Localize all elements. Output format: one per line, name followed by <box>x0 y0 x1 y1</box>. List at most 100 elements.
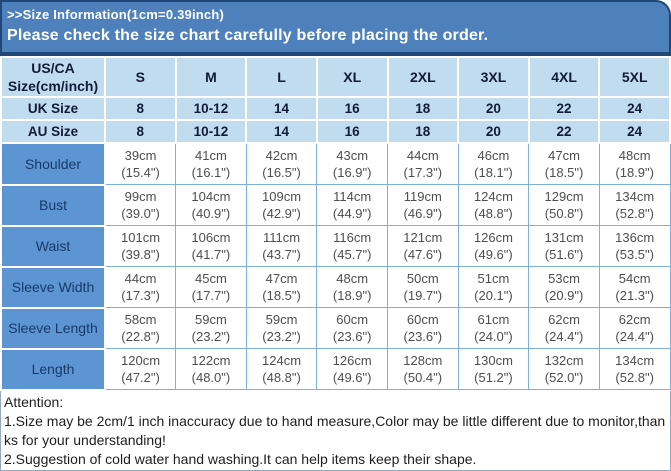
value-cm: 60cm <box>336 312 369 327</box>
value-cm: 131cm <box>544 230 584 245</box>
value-inch: (51.2") <box>474 370 513 385</box>
value-cm: 48cm <box>618 148 651 163</box>
measurement-value-cell: 58cm (22.8") <box>104 307 177 349</box>
size-column-header: 5XL <box>598 56 671 98</box>
measurement-value-cell: 61cm (24.0") <box>457 307 530 349</box>
measurement-value-cell: 121cm (47.6") <box>387 225 459 267</box>
value-inch: (47.6") <box>403 247 443 262</box>
value-inch: (48.8") <box>474 206 513 221</box>
value-inch: (18.5") <box>544 165 584 180</box>
measurement-label: Length <box>0 347 106 391</box>
size-number-cell: 16 <box>315 96 389 121</box>
measurement-label: Shoulder <box>0 142 106 186</box>
measurement-value-cell: 134cm (52.8") <box>598 184 671 226</box>
value-cm: 45cm <box>195 271 227 286</box>
uk-size-row: UK Size 8 10-12 14 16 18 20 22 24 <box>0 96 671 121</box>
value-cm: 61cm <box>477 312 510 327</box>
value-inch: (21.3") <box>615 288 654 303</box>
measurement-value-cell: 130cm (51.2") <box>457 348 530 390</box>
size-chart-body: US/CA Size(cm/inch) S M L XL 2XL 3XL 4XL 5XL UK… <box>0 56 671 391</box>
measurement-value-cell: 60cm (23.6") <box>316 307 388 349</box>
value-inch: (44.9") <box>332 206 372 221</box>
measurement-value-cell: 124cm (48.8") <box>245 348 318 390</box>
size-column-header: 2XL <box>386 56 460 98</box>
measurement-value-cell: 51cm (20.1") <box>457 266 530 308</box>
measurement-value-cell: 53cm (20.9") <box>528 266 600 308</box>
value-inch: (51.6") <box>544 247 584 262</box>
value-inch: (47.2") <box>121 370 160 385</box>
value-cm: 109cm <box>262 189 302 204</box>
measurement-value-cell: 126cm (49.6") <box>316 348 388 390</box>
size-number-cell: 20 <box>457 119 530 144</box>
value-cm: 59cm <box>195 312 227 327</box>
value-inch: (49.6") <box>474 247 513 262</box>
value-inch: (50.8") <box>544 206 584 221</box>
value-inch: (24.4") <box>544 329 584 344</box>
measurement-value-cell: 132cm (52.0") <box>528 348 600 390</box>
measurement-label: Bust <box>0 183 106 227</box>
attention-section: Attention: 1.Size may be 2cm/1 inch inac… <box>0 390 671 471</box>
value-cm: 132cm <box>544 353 584 368</box>
header-row: US/CA Size(cm/inch) S M L XL 2XL 3XL 4XL 5XL <box>0 56 671 98</box>
size-column-header: XL <box>315 56 389 98</box>
value-cm: 128cm <box>403 353 443 368</box>
measurement-row: Shoulder 39cm (15.4") 41cm (16.1") 42cm (16.5"… <box>0 142 671 186</box>
value-inch: (52.8") <box>615 370 654 385</box>
size-number-cell: 22 <box>527 96 601 121</box>
measurement-value-cell: 42cm (16.5") <box>245 142 318 185</box>
measurement-value-cell: 48cm (18.9") <box>598 142 671 185</box>
value-cm: 41cm <box>195 148 227 163</box>
measurement-value-cell: 134cm (52.8") <box>598 348 671 390</box>
value-cm: 106cm <box>191 230 231 245</box>
value-cm: 116cm <box>333 230 372 245</box>
value-inch: (16.9") <box>332 165 372 180</box>
value-inch: (18.1") <box>474 165 513 180</box>
value-cm: 46cm <box>477 148 510 163</box>
size-number-cell: 18 <box>386 119 460 144</box>
measurement-row: Length 120cm (47.2") 122cm (48.0") 124cm (48.8… <box>0 347 671 391</box>
value-cm: 119cm <box>403 189 442 204</box>
measurement-value-cell: 114cm (44.9") <box>316 184 388 226</box>
value-inch: (17.7") <box>191 288 231 303</box>
value-inch: (52.8") <box>615 206 654 221</box>
measurement-value-cell: 46cm (18.1") <box>457 142 530 185</box>
value-cm: 114cm <box>333 189 372 204</box>
value-cm: 42cm <box>265 148 298 163</box>
attention-note: 1.Size may be 2cm/1 inch inaccuracy due … <box>4 412 666 448</box>
value-cm: 60cm <box>406 312 439 327</box>
size-number-cell: 24 <box>598 96 671 121</box>
measurement-value-cell: 54cm (21.3") <box>598 266 671 308</box>
size-number-cell: 16 <box>315 119 389 144</box>
value-inch: (39.0") <box>121 206 160 221</box>
size-chart-warning: Please check the size chart carefully be… <box>7 27 489 44</box>
value-inch: (39.8") <box>121 247 160 262</box>
measurement-label: Waist <box>0 224 106 268</box>
size-column-header: 3XL <box>457 56 530 98</box>
value-cm: 124cm <box>262 353 302 368</box>
size-column-header: S <box>104 56 177 98</box>
value-cm: 39cm <box>124 148 157 163</box>
value-inch: (16.1") <box>191 165 231 180</box>
value-cm: 122cm <box>191 353 231 368</box>
value-inch: (52.0") <box>544 370 584 385</box>
value-inch: (41.7") <box>191 247 231 262</box>
value-cm: 126cm <box>473 230 513 245</box>
value-cm: 62cm <box>618 312 651 327</box>
measurement-value-cell: 48cm (18.9") <box>316 266 388 308</box>
measurement-value-cell: 50cm (19.7") <box>387 266 459 308</box>
value-inch: (50.4") <box>403 370 443 385</box>
banner: >>Size Information(1cm=0.39inch) Please … <box>0 0 671 56</box>
header-us-ca-line1: US/CA <box>31 60 75 76</box>
value-cm: 124cm <box>473 189 513 204</box>
measurement-row: Sleeve Width 44cm (17.3") 45cm (17.7") 47cm (1… <box>0 265 671 309</box>
value-cm: 129cm <box>544 189 584 204</box>
value-inch: (24.4") <box>615 329 654 344</box>
measurement-value-cell: 59cm (23.2") <box>175 307 247 349</box>
size-column-header: M <box>174 56 248 98</box>
value-cm: 130cm <box>473 353 513 368</box>
value-inch: (48.0") <box>191 370 231 385</box>
value-inch: (24.0") <box>474 329 513 344</box>
value-inch: (23.6") <box>403 329 443 344</box>
measurement-row: Sleeve Length 58cm (22.8") 59cm (23.2") 59cm (… <box>0 306 671 350</box>
measurement-value-cell: 106cm (41.7") <box>175 225 247 267</box>
